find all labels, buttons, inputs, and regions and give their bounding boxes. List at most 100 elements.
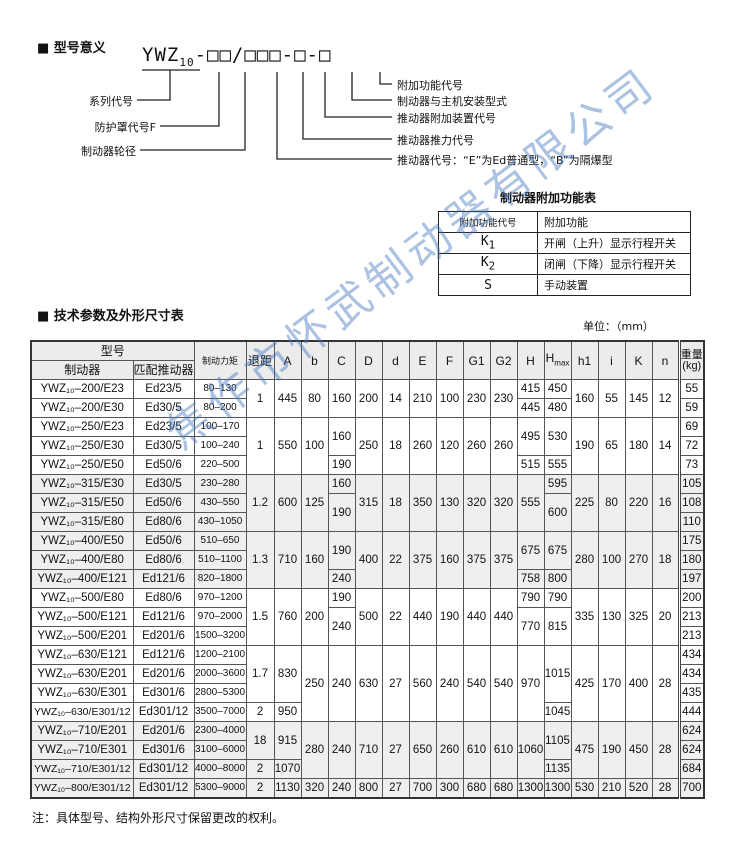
table-cell: 100 <box>597 531 626 589</box>
table-cell: 2 <box>245 759 275 779</box>
table-cell: 335 <box>570 588 599 646</box>
unit-label: 单位：（mm） <box>583 320 654 333</box>
weight-cell: 180 <box>677 550 705 570</box>
header-h1: h1 <box>570 340 599 380</box>
table-cell: 260 <box>489 417 518 475</box>
table-row: YWZ₁₀–200/E30 Ed30/5 80–200 445 480 59 <box>30 398 705 418</box>
spec-table: 型号 制动力矩 退距 A b C D d E F G1 G2 H Hmax h1… <box>30 340 706 799</box>
actuator-cell: Ed23/5 <box>132 417 195 437</box>
table-cell: 22 <box>381 588 410 646</box>
accessory-code: S <box>438 274 538 296</box>
model-code-leader-lines <box>137 69 392 160</box>
table-cell: 320 <box>462 474 491 532</box>
weight-cell: 200 <box>677 588 705 608</box>
code-sub: 2 <box>488 259 496 273</box>
table-cell: 515 <box>516 455 545 475</box>
table-cell: 130 <box>597 588 626 646</box>
table-cell: 280 <box>300 721 329 779</box>
table-cell: 915 <box>273 721 302 760</box>
torque-cell: 970–1200 <box>193 588 247 608</box>
table-cell: 440 <box>462 588 491 646</box>
accessory-row: S 手动装置 <box>438 274 691 296</box>
table-cell: 415 <box>516 379 545 399</box>
table-cell: 680 <box>462 778 491 799</box>
actuator-cell: Ed30/5 <box>132 436 195 456</box>
table-cell: 240 <box>435 645 464 722</box>
weight-cell: 684 <box>677 759 705 779</box>
torque-cell: 3100–6000 <box>193 740 247 760</box>
weight-cell: 213 <box>677 626 705 646</box>
header-D: D <box>354 340 383 380</box>
table-row: YWZ₁₀–800/E301/12 Ed301/12 5300–9000 2 1130 3… <box>30 778 705 799</box>
table-row: YWZ₁₀–315/E30 Ed30/5 230–280 1.2 600 125 160 31… <box>30 474 705 532</box>
table-cell: 160 <box>327 474 356 494</box>
torque-cell: 2300–4000 <box>193 721 247 741</box>
torque-cell: 220–500 <box>193 455 247 475</box>
table-cell: 475 <box>570 721 599 779</box>
table-row: YWZ₁₀–400/E80 Ed80/6 510–1100 180 <box>30 550 705 570</box>
weight-cell: 59 <box>677 398 705 418</box>
table-cell: 1135 <box>543 759 572 779</box>
table-cell: 100 <box>435 379 464 418</box>
table-cell: 450 <box>624 721 653 779</box>
table-cell: 12 <box>651 379 680 418</box>
table-cell: 375 <box>462 531 491 589</box>
table-cell: 800 <box>354 778 383 799</box>
model-cell: YWZ₁₀–800/E301/12 <box>30 778 134 799</box>
table-cell: 315 <box>354 474 383 532</box>
table-cell: 675 <box>543 531 572 570</box>
table-cell: 375 <box>489 531 518 589</box>
header-n: n <box>651 340 680 380</box>
table-cell: 1.2 <box>245 474 275 532</box>
table-row: YWZ₁₀–710/E301 Ed301/6 3100–6000 624 <box>30 740 705 760</box>
model-cell: YWZ₁₀–200/E30 <box>30 398 134 418</box>
actuator-cell: Ed201/6 <box>132 721 195 741</box>
table-cell: 550 <box>273 417 302 475</box>
weight-cell: 105 <box>677 474 705 494</box>
weight-cell: 435 <box>677 683 705 703</box>
table-cell: 27 <box>381 721 410 779</box>
header-model: 型号 <box>30 340 195 361</box>
weight-cell: 434 <box>677 664 705 684</box>
weight-cell: 55 <box>677 379 705 399</box>
torque-cell: 100–240 <box>193 436 247 456</box>
model-cell: YWZ₁₀–400/E80 <box>30 550 134 570</box>
table-cell: 16 <box>651 474 680 532</box>
model-cell: YWZ₁₀–710/E301 <box>30 740 134 760</box>
table-cell: 555 <box>543 455 572 475</box>
table-cell: 520 <box>624 778 653 799</box>
table-cell: 950 <box>273 702 302 722</box>
table-cell: 1015 <box>543 645 572 703</box>
table-cell: 375 <box>408 531 437 589</box>
actuator-cell: Ed301/6 <box>132 740 195 760</box>
table-cell: 320 <box>300 778 329 799</box>
torque-cell: 2000–3600 <box>193 664 247 684</box>
table-cell: 790 <box>543 588 572 608</box>
table-cell: 18 <box>381 417 410 475</box>
table-cell: 190 <box>327 588 356 608</box>
footnote: 注：具体型号、结构外形尺寸保留更改的权利。 <box>32 811 285 825</box>
table-cell: 65 <box>597 417 626 475</box>
table-cell: 190 <box>327 493 356 532</box>
table-row: YWZ₁₀–630/E121 Ed121/6 1200–2100 1.7 830 250 2… <box>30 645 705 722</box>
torque-cell: 430–1050 <box>193 512 247 532</box>
table-row: YWZ₁₀–400/E121 Ed121/6 820–1800 240 758 800 19… <box>30 569 705 589</box>
actuator-cell: Ed121/6 <box>132 569 195 589</box>
table-cell: 225 <box>570 474 599 532</box>
weight-cell: 444 <box>677 702 705 722</box>
code-sub: 10 <box>179 55 195 69</box>
table-cell: 200 <box>354 379 383 418</box>
actuator-cell: Ed50/6 <box>132 531 195 551</box>
accessory-header-function: 附加功能 <box>537 211 691 233</box>
model-cell: YWZ₁₀–200/E23 <box>30 379 134 399</box>
table-cell: 440 <box>489 588 518 646</box>
table-cell: 500 <box>354 588 383 646</box>
table-cell: 190 <box>435 588 464 646</box>
hmax-sub: max <box>554 358 570 368</box>
model-cell: YWZ₁₀–630/E301 <box>30 683 134 703</box>
table-cell: 230 <box>489 379 518 418</box>
header-d: d <box>381 340 410 380</box>
table-row: YWZ₁₀–315/E80 Ed80/6 430–1050 110 <box>30 512 705 532</box>
table-cell: 800 <box>543 569 572 589</box>
model-cell: YWZ₁₀–630/E301/12 <box>30 702 134 722</box>
